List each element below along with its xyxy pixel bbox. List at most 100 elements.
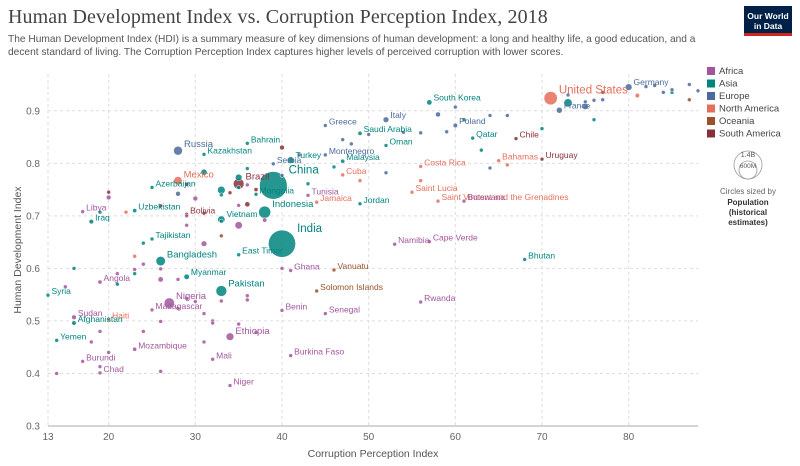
point-jamaica[interactable] <box>314 199 319 205</box>
data-point[interactable] <box>201 210 207 216</box>
data-point[interactable] <box>340 137 345 142</box>
data-point[interactable] <box>565 92 571 98</box>
point-namibia[interactable] <box>392 241 397 247</box>
data-point[interactable] <box>201 311 207 316</box>
point-syria[interactable] <box>45 292 51 298</box>
point-tunisia[interactable] <box>305 193 311 198</box>
data-point[interactable] <box>487 113 493 118</box>
data-point[interactable] <box>349 141 354 147</box>
point-costa-rica[interactable] <box>418 164 423 169</box>
data-point[interactable] <box>158 266 163 272</box>
point-vanuatu[interactable] <box>331 267 337 273</box>
legend-swatch-south-america[interactable] <box>707 129 715 138</box>
point-chad[interactable] <box>97 370 103 376</box>
point-madagascar[interactable] <box>149 307 155 313</box>
data-point[interactable] <box>600 97 605 102</box>
legend-label-europe[interactable]: Europe <box>719 91 750 102</box>
data-point[interactable] <box>236 203 241 208</box>
data-point[interactable] <box>184 296 189 301</box>
point-italy[interactable] <box>382 116 390 123</box>
point-kazakhstan[interactable] <box>201 152 207 157</box>
point-sudan[interactable] <box>71 314 77 320</box>
point-russia[interactable] <box>173 145 183 156</box>
point-benin[interactable] <box>279 308 285 313</box>
point-saudi-arabia[interactable] <box>357 130 363 136</box>
data-point[interactable] <box>435 111 441 118</box>
data-point[interactable] <box>244 201 251 208</box>
legend-label-north-america[interactable]: North America <box>719 104 780 115</box>
legend-swatch-oceania[interactable] <box>707 117 715 125</box>
data-point[interactable] <box>227 190 233 195</box>
data-point[interactable] <box>200 240 208 247</box>
point-senegal[interactable] <box>323 311 328 316</box>
point-mali[interactable] <box>210 357 215 362</box>
data-point[interactable] <box>97 364 103 369</box>
data-point[interactable] <box>245 166 250 171</box>
point-iraq[interactable] <box>88 219 94 225</box>
data-point[interactable] <box>115 281 120 287</box>
point-serbia[interactable] <box>271 161 276 167</box>
data-point[interactable] <box>192 195 199 202</box>
data-point[interactable] <box>479 147 484 153</box>
point-poland[interactable] <box>452 122 458 129</box>
legend-label-asia[interactable]: Asia <box>719 79 738 90</box>
point-bahamas[interactable] <box>496 158 501 163</box>
data-point[interactable] <box>297 152 302 158</box>
point-montenegro[interactable] <box>323 152 328 158</box>
data-point[interactable] <box>357 178 363 183</box>
data-point[interactable] <box>262 217 268 223</box>
data-point[interactable] <box>219 192 224 198</box>
point-botswana[interactable] <box>461 198 467 204</box>
point-united-states[interactable] <box>543 91 558 106</box>
data-point[interactable] <box>444 129 449 135</box>
data-point[interactable] <box>600 90 605 95</box>
data-point[interactable] <box>71 266 77 271</box>
legend-swatch-europe[interactable] <box>707 92 715 100</box>
point-bhutan[interactable] <box>522 257 527 262</box>
point-jordan[interactable] <box>357 201 363 207</box>
data-point[interactable] <box>245 297 250 303</box>
data-point[interactable] <box>193 299 198 304</box>
data-point[interactable] <box>157 276 164 283</box>
point-saint-lucia[interactable] <box>409 189 415 195</box>
data-point[interactable] <box>184 223 189 228</box>
data-point[interactable] <box>505 113 510 118</box>
data-point[interactable] <box>184 182 189 187</box>
data-point[interactable] <box>132 254 137 259</box>
data-point[interactable] <box>115 271 120 276</box>
point-bahrain[interactable] <box>245 141 250 146</box>
point-germany[interactable] <box>625 83 633 91</box>
legend-label-africa[interactable]: Africa <box>719 66 744 77</box>
point-rwanda[interactable] <box>418 299 423 305</box>
data-point[interactable] <box>563 98 573 108</box>
data-point[interactable] <box>158 369 163 374</box>
data-point[interactable] <box>505 162 510 168</box>
data-point[interactable] <box>106 194 112 201</box>
point-ethiopia[interactable] <box>225 332 235 341</box>
point-chile[interactable] <box>513 136 519 141</box>
point-burundi[interactable] <box>80 359 85 364</box>
data-point[interactable] <box>141 240 146 246</box>
data-point[interactable] <box>245 293 250 298</box>
point-uzbekistan[interactable] <box>132 208 138 213</box>
data-point[interactable] <box>219 218 224 224</box>
point-china[interactable] <box>259 171 288 200</box>
data-point[interactable] <box>279 266 285 271</box>
data-point[interactable] <box>219 298 224 304</box>
point-mexico[interactable] <box>173 176 183 186</box>
data-point[interactable] <box>175 277 181 282</box>
point-angola[interactable] <box>97 279 103 285</box>
data-point[interactable] <box>97 209 103 215</box>
data-point[interactable] <box>591 98 597 103</box>
point-uruguay[interactable] <box>539 156 545 162</box>
data-point[interactable] <box>643 84 649 89</box>
data-point[interactable] <box>132 271 137 276</box>
point-oman[interactable] <box>383 143 389 148</box>
owid-logo[interactable]: Our World in Data <box>744 6 792 36</box>
data-point[interactable] <box>661 90 666 95</box>
data-point[interactable] <box>200 168 208 176</box>
legend-label-south-america[interactable]: South America <box>719 129 781 140</box>
data-point[interactable] <box>236 185 241 190</box>
point-greece[interactable] <box>323 123 328 128</box>
point-malaysia[interactable] <box>340 158 346 164</box>
